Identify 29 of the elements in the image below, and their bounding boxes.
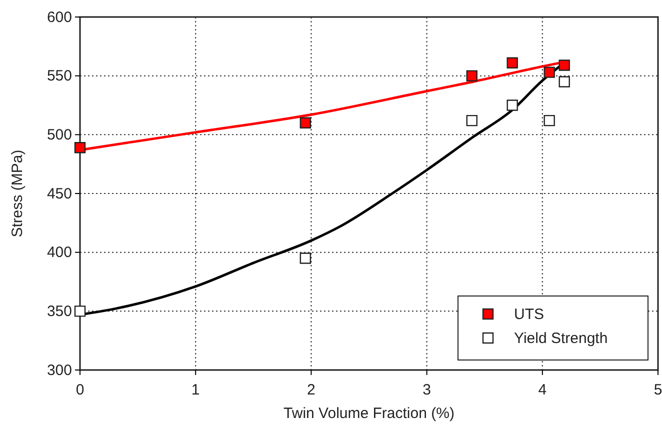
y-tick-label: 350	[46, 302, 72, 320]
point	[466, 70, 478, 82]
y-tick-label: 500	[46, 126, 72, 144]
x-tick-label: 1	[191, 382, 200, 398]
point	[544, 66, 555, 78]
legend-label: UTS	[514, 306, 544, 323]
point	[74, 142, 86, 154]
legend-label: Yield Strength	[514, 330, 608, 347]
y-tick-label: 550	[46, 68, 72, 85]
x-tick-label: 3	[422, 382, 431, 398]
point	[300, 117, 312, 128]
point	[558, 60, 570, 71]
y-tick-label: 450	[46, 185, 72, 202]
x-axis-title: Twin Volume Fraction (%)	[284, 405, 454, 422]
y-tick-label: 600	[46, 8, 72, 26]
y-tick-label: 300	[46, 362, 72, 379]
point	[544, 114, 555, 126]
x-tick-label: 4	[538, 382, 547, 398]
point	[74, 306, 86, 317]
point	[300, 252, 312, 264]
point	[466, 114, 478, 126]
point	[506, 100, 518, 111]
x-tick-label: 5	[654, 382, 662, 398]
point	[558, 76, 570, 88]
x-tick-label: 0	[76, 382, 84, 398]
y-tick-label: 400	[46, 244, 72, 262]
x-tick-label: 2	[307, 382, 316, 398]
y-axis-title: Stress (MPa)	[9, 150, 26, 238]
point	[506, 57, 518, 68]
